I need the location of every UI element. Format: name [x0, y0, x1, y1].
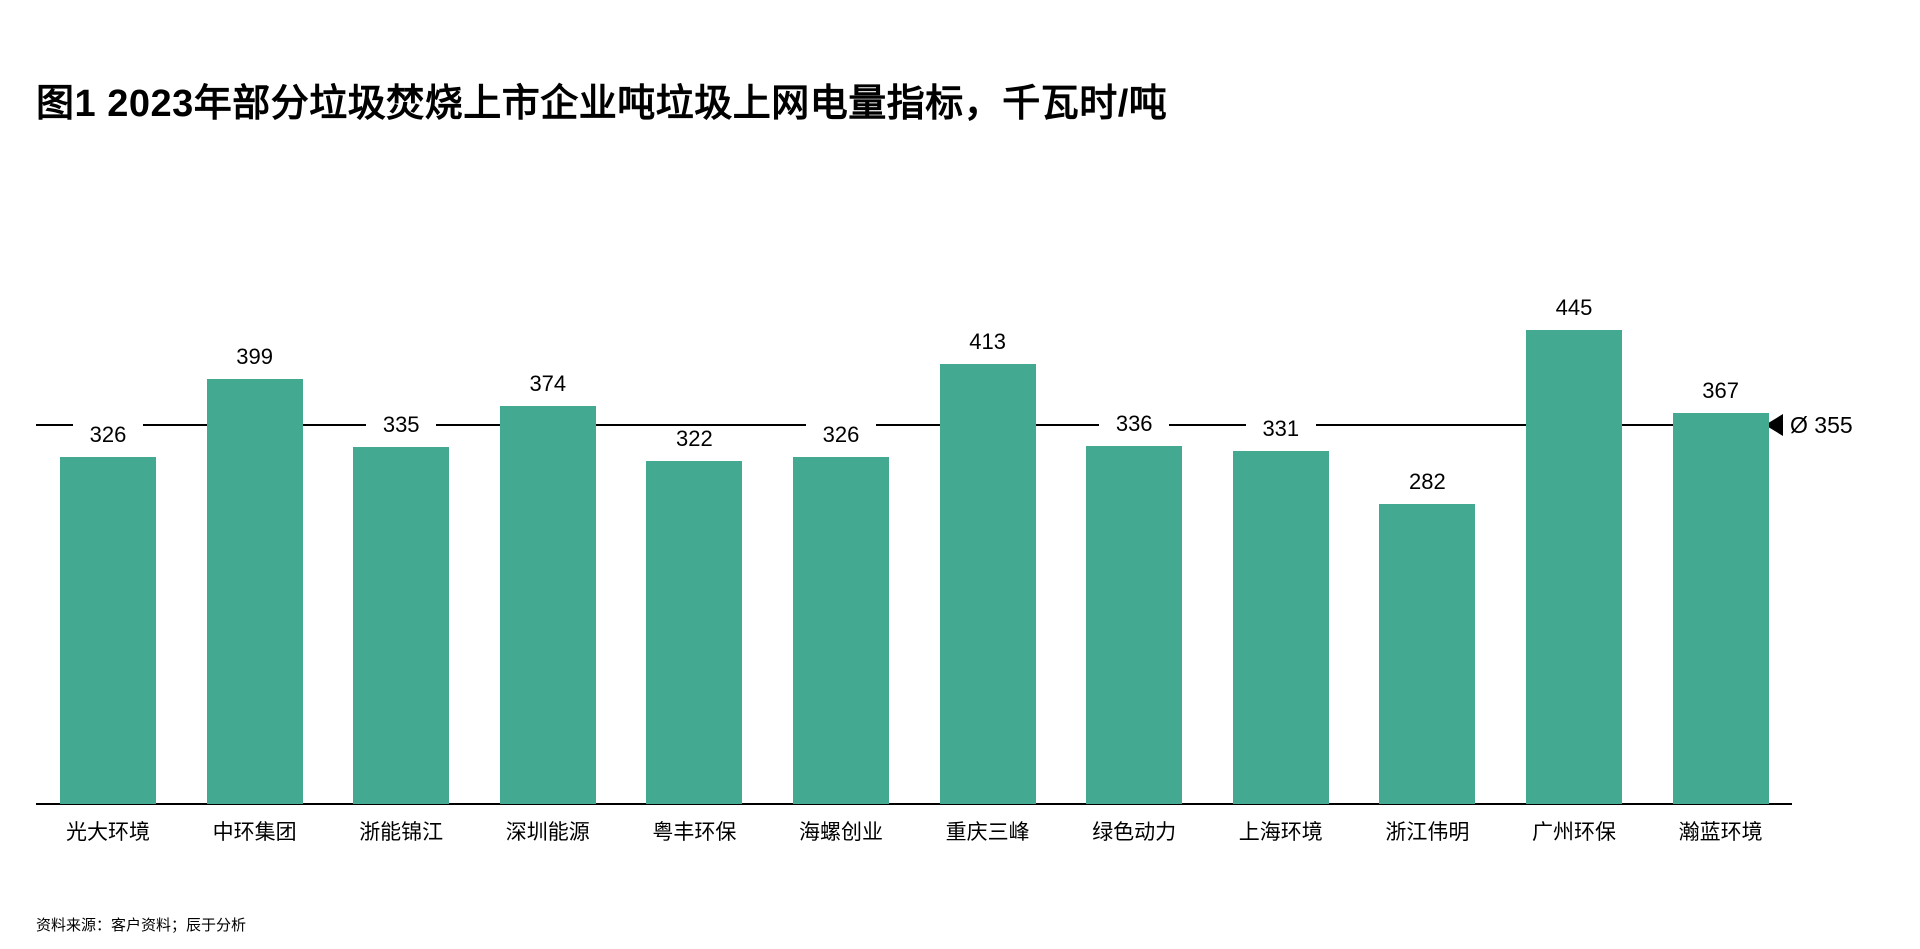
category-label: 绿色动力 [1092, 820, 1177, 844]
category-label: 瀚蓝环境 [1678, 820, 1763, 844]
bar-value-label: 445 [1555, 295, 1593, 321]
bar [1379, 503, 1476, 804]
bar-value-label: 326 [73, 422, 143, 447]
category-label: 浙江伟明 [1385, 820, 1470, 844]
average-label: Ø 355 [1790, 412, 1853, 438]
bar [60, 456, 156, 804]
bar [1526, 330, 1622, 804]
bar [1086, 446, 1183, 804]
category-label: 上海环境 [1238, 820, 1323, 844]
source-note: 资料来源：客户资料；辰于分析 [36, 916, 247, 934]
bar [353, 447, 450, 804]
bar-value-label: 399 [236, 344, 273, 370]
bar-value-label: 413 [969, 329, 1006, 355]
bar-value-label: 335 [366, 413, 437, 438]
chart-title: 图1 2023年部分垃圾焚烧上市企业吨垃圾上网电量指标，千瓦时/吨 [36, 83, 1168, 125]
category-label: 海螺创业 [799, 820, 883, 844]
category-label: 广州环保 [1532, 820, 1616, 844]
x-axis-line [36, 803, 1792, 805]
average-arrow-icon [1765, 414, 1783, 436]
bar-value-label: 331 [1245, 417, 1316, 442]
bar-value-label: 282 [1409, 468, 1446, 494]
bar-value-label: 336 [1099, 412, 1170, 437]
category-label: 重庆三峰 [945, 820, 1030, 844]
category-label: 中环集团 [212, 820, 297, 844]
bar-value-label: 367 [1702, 378, 1739, 404]
bar [1232, 451, 1329, 804]
category-label: 浙能锦江 [359, 820, 444, 844]
bar [206, 379, 303, 804]
average-line [36, 424, 1756, 426]
bar [939, 364, 1036, 804]
bar [793, 456, 889, 804]
bar [646, 461, 743, 804]
bar-value-label: 374 [529, 370, 567, 396]
category-label: 粤丰环保 [652, 820, 737, 844]
category-label: 光大环境 [66, 820, 150, 844]
bar [1672, 413, 1769, 804]
bar [499, 405, 596, 804]
bar-value-label: 322 [659, 427, 730, 452]
category-label: 深圳能源 [505, 820, 590, 844]
bar-value-label: 326 [806, 422, 876, 447]
